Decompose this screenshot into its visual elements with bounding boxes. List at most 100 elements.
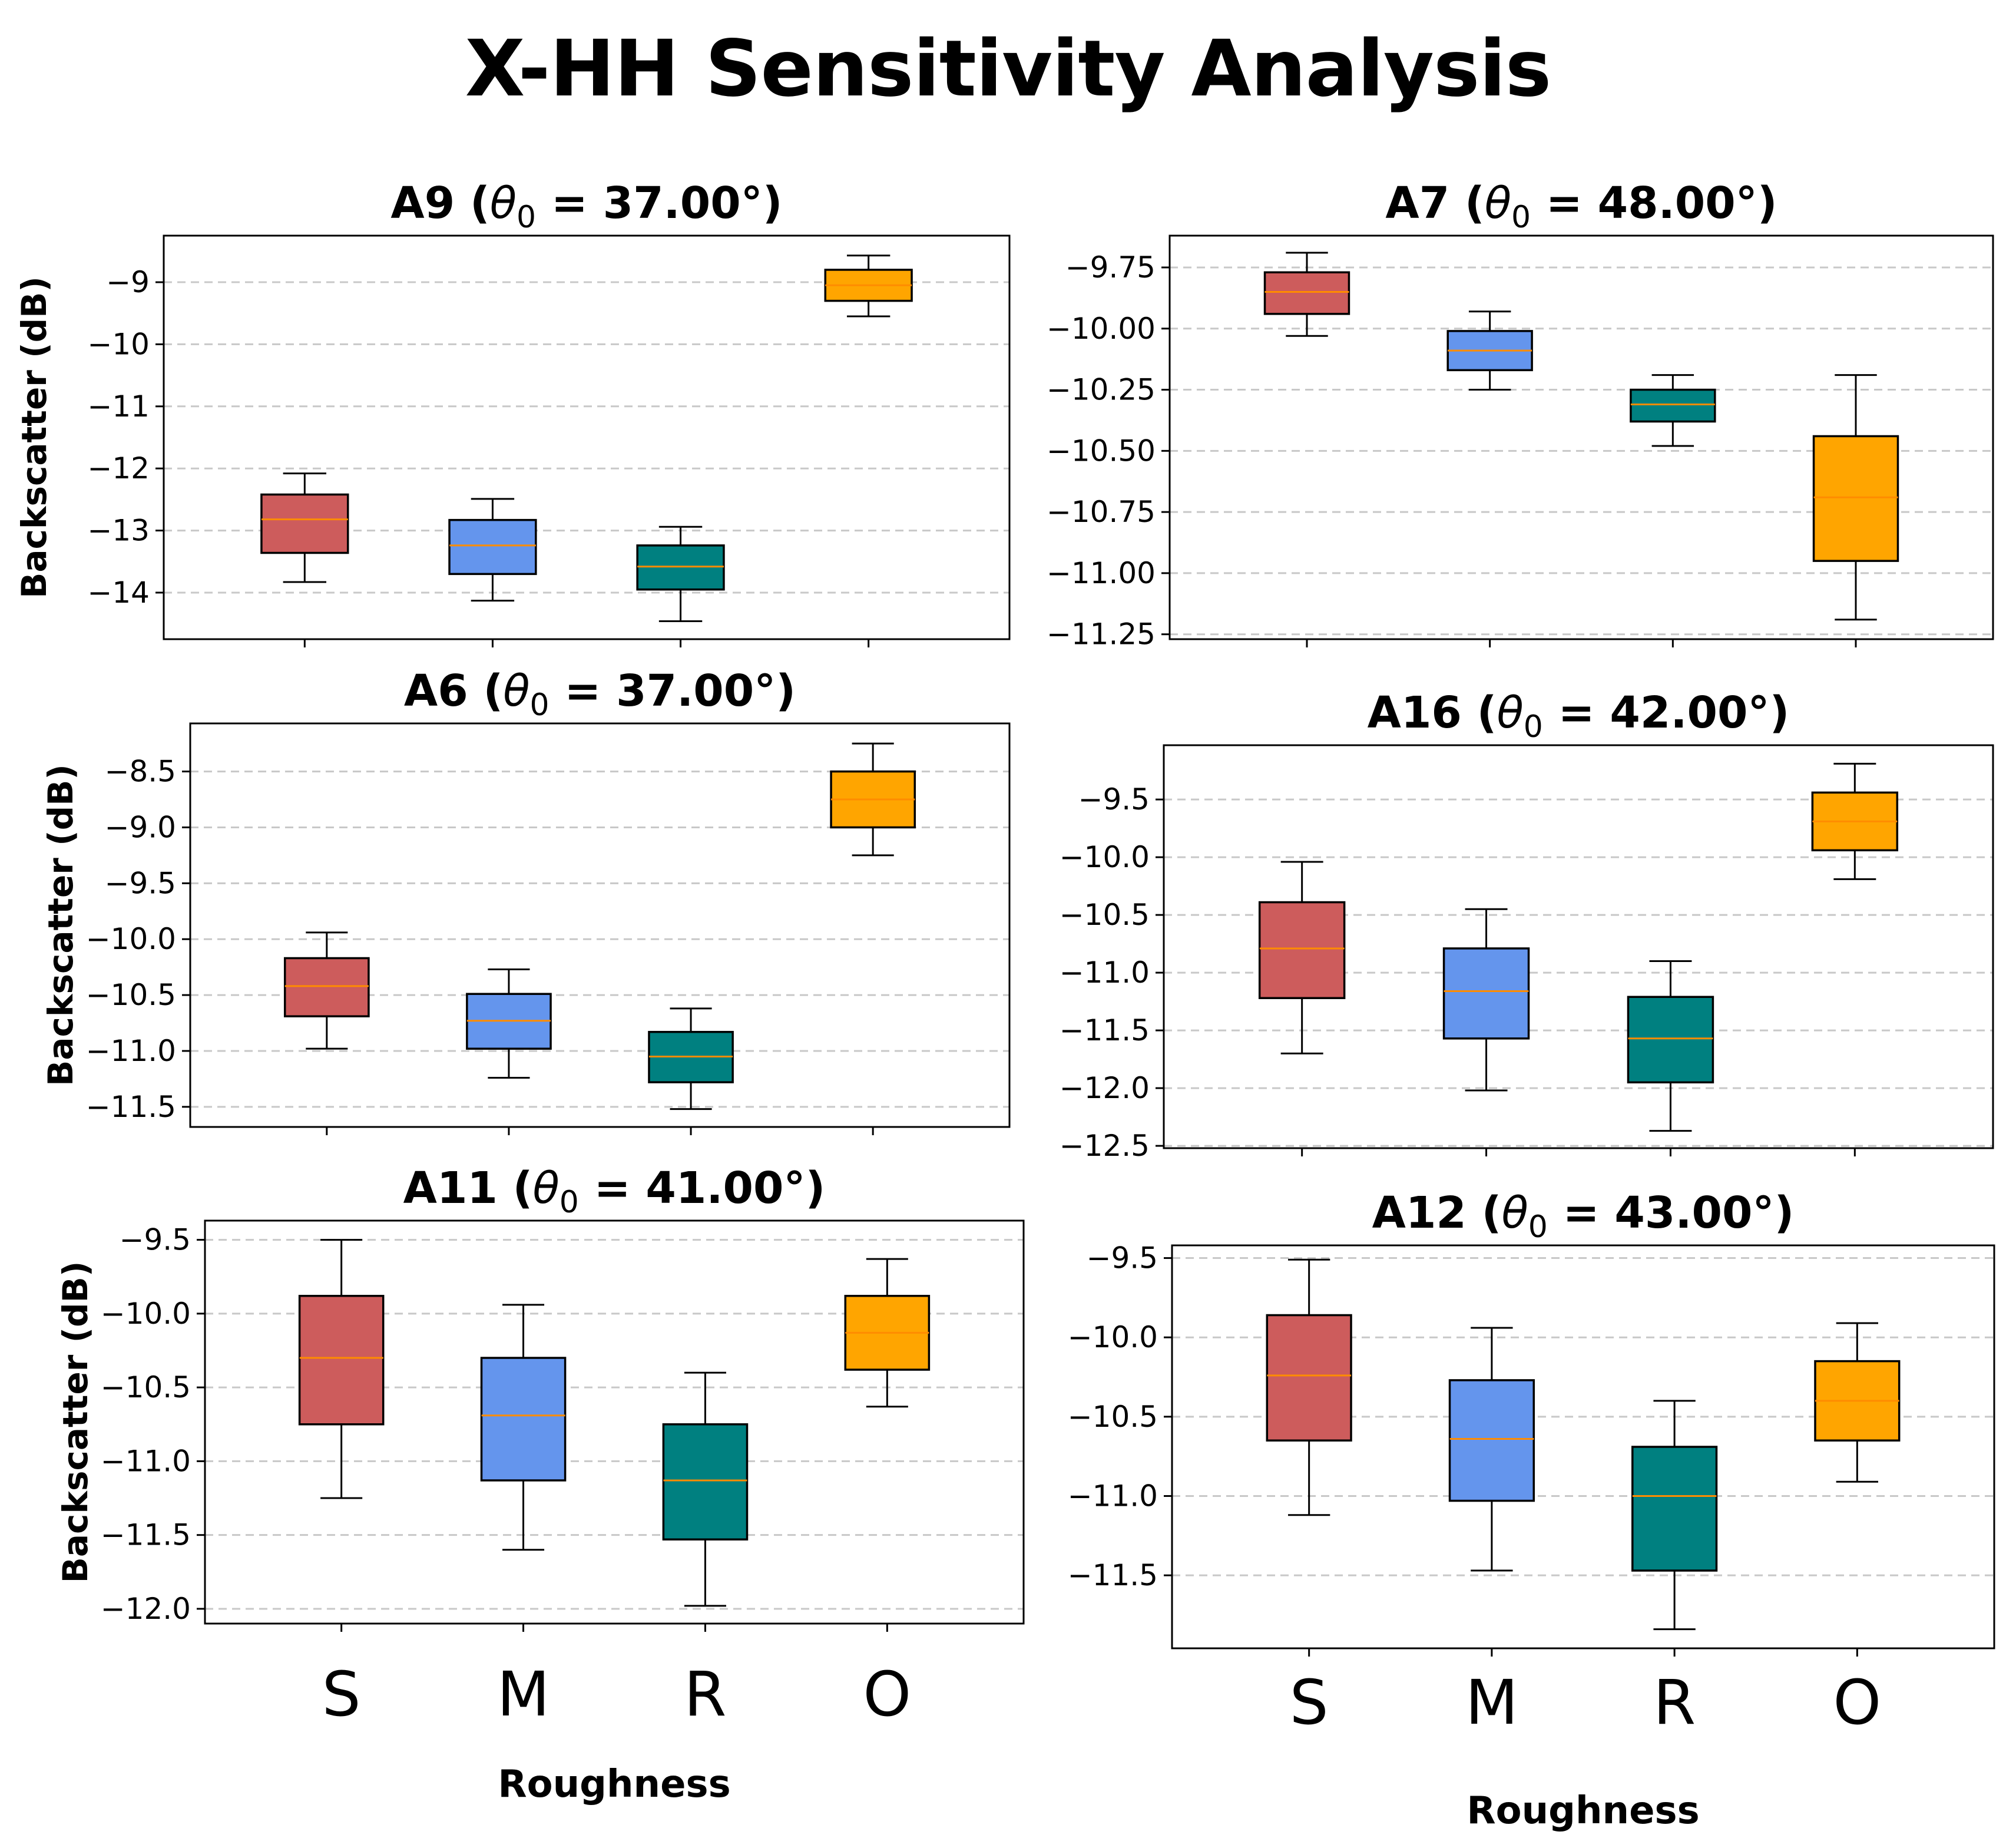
y-tick-label: −11.0	[1060, 956, 1150, 990]
box-a7-r	[1630, 374, 1716, 447]
x-tick-label-o: O	[863, 1658, 911, 1730]
theta-subscript: 0	[1528, 1209, 1548, 1245]
theta-symbol: θ	[490, 178, 517, 229]
theta-subscript: 0	[1511, 200, 1531, 235]
y-tick-label: −12	[87, 451, 150, 485]
theta-value: = 41.00°)	[579, 1163, 825, 1214]
subplot-title: A6 (θ0 = 37.00°)	[404, 666, 796, 723]
theta-subscript: 0	[530, 687, 549, 723]
x-axis-title: Roughness	[498, 1763, 730, 1806]
y-tick-label: −9.75	[1065, 250, 1156, 285]
box-a6-o	[830, 742, 916, 857]
panel-label: A11 (	[403, 1163, 533, 1214]
box-iqr	[1263, 271, 1350, 315]
box-a16-r	[1627, 960, 1714, 1132]
box-a11-o	[844, 1258, 931, 1408]
theta-value: = 37.00°)	[536, 178, 782, 229]
y-tick-label: −9.5	[120, 1223, 191, 1257]
theta-symbol: θ	[1502, 1188, 1528, 1238]
x-tick-label-r: R	[684, 1658, 726, 1730]
box-iqr	[298, 1295, 385, 1426]
box-a6-s	[283, 931, 370, 1050]
y-tick-label: −10	[87, 327, 150, 361]
y-tick-label: −10.5	[1060, 898, 1150, 932]
box-iqr	[1631, 1446, 1718, 1572]
box-iqr	[662, 1423, 749, 1541]
y-axis-title: Backscatter (dB)	[41, 764, 81, 1086]
box-a12-s	[1266, 1258, 1352, 1516]
box-a16-s	[1258, 861, 1346, 1054]
box-iqr	[1266, 1314, 1352, 1442]
plot-frame	[189, 722, 1011, 1128]
subplot-a7: −11.25 −11.00 −10.75 −10.50 −10.25 −10.00 −9.7…	[1047, 178, 1994, 652]
plot-frame	[204, 1219, 1025, 1625]
y-tick-label: −9.0	[105, 810, 176, 844]
y-tick-label: −11.00	[1047, 556, 1156, 590]
panels-group: −14−13−12−11−10−9A9 (θ0 = 37.00°)Backsca…	[14, 178, 1995, 1738]
box-iqr	[1812, 435, 1899, 562]
theta-subscript: 0	[517, 200, 536, 235]
y-tick-label: −12.5	[1060, 1129, 1150, 1163]
y-tick-label: −10.50	[1047, 434, 1156, 468]
box-iqr	[480, 1357, 567, 1482]
theta-symbol: θ	[503, 666, 529, 716]
y-tick-label: −11.5	[101, 1518, 191, 1552]
plot-frame	[1171, 1244, 1995, 1649]
y-tick-label: −10.5	[1068, 1400, 1158, 1434]
panel-label: A9 (	[390, 178, 489, 229]
subplot-a12: −11.5 −11.0 −10.5 −10.0 −9.5 A12 (θ0 = 43.00°…	[1068, 1188, 1995, 1738]
y-tick-label: −11.5	[1060, 1013, 1150, 1047]
box-a9-m	[448, 498, 537, 602]
theta-value: = 42.00°)	[1543, 687, 1789, 738]
y-tick-label: −10.25	[1047, 373, 1156, 407]
subplot-title: A9 (θ0 = 37.00°)	[390, 178, 782, 235]
y-tick-label: −11.0	[101, 1444, 191, 1478]
box-a9-o	[824, 254, 913, 318]
box-iqr	[283, 957, 370, 1017]
y-tick-label: −11.0	[1068, 1479, 1158, 1513]
subplot-a6: −11.5 −11.0 −10.5 −10.0 −9.5 −9.0 −8.5 A6 (θ0 =…	[41, 666, 1011, 1135]
box-a12-o	[1814, 1322, 1901, 1483]
theta-symbol: θ	[1497, 687, 1524, 738]
panel-label: A6 (	[404, 666, 503, 716]
box-a11-r	[662, 1371, 749, 1607]
y-tick-label: −10.0	[101, 1297, 191, 1331]
box-iqr	[1627, 996, 1714, 1084]
subplot-a9: −14 −13 −12 −11 −10 −9 A9 (θ0 = 37.00°) Backsca…	[14, 178, 1011, 647]
y-tick-label: −12.0	[1060, 1071, 1150, 1105]
y-tick-label: −11.0	[86, 1034, 176, 1068]
x-tick-label-s: S	[322, 1658, 361, 1730]
subplot-title: A16 (θ0 = 42.00°)	[1368, 687, 1790, 745]
box-a11-m	[480, 1304, 567, 1551]
box-a9-r	[636, 525, 725, 622]
box-iqr	[1630, 388, 1716, 423]
box-a16-m	[1442, 908, 1530, 1092]
panel-label: A12 (	[1372, 1188, 1502, 1238]
x-tick-label-r: R	[1653, 1667, 1696, 1738]
box-iqr	[1442, 947, 1530, 1040]
y-tick-label: −11.25	[1047, 617, 1156, 652]
y-tick-label: −14	[87, 576, 150, 610]
y-tick-label: −10.0	[1068, 1320, 1158, 1354]
box-a6-m	[466, 968, 552, 1079]
box-a7-m	[1446, 310, 1533, 391]
theta-value: = 37.00°)	[549, 666, 796, 716]
y-tick-label: −10.5	[86, 978, 176, 1012]
x-axis-title: Roughness	[1467, 1789, 1699, 1833]
y-tick-label: −9.5	[105, 866, 176, 900]
theta-symbol: θ	[533, 1163, 560, 1214]
y-tick-label: −10.0	[86, 922, 176, 956]
subplot-title: A11 (θ0 = 41.00°)	[403, 1163, 826, 1220]
y-tick-label: −9.5	[1078, 782, 1150, 816]
box-iqr	[448, 518, 537, 576]
x-tick-label-o: O	[1833, 1667, 1881, 1738]
y-tick-label: −10.0	[1060, 840, 1150, 874]
y-tick-label: −10.5	[101, 1370, 191, 1404]
x-tick-label-m: M	[497, 1658, 550, 1730]
plot-frame	[163, 234, 1011, 640]
box-a7-o	[1812, 374, 1899, 621]
box-a6-r	[648, 1007, 734, 1110]
theta-value: = 48.00°)	[1531, 178, 1777, 229]
subplot-a11: −12.0 −11.5 −11.0 −10.5 −10.0 −9.5 A11 (θ0 = 4…	[55, 1163, 1025, 1730]
figure-title: X-HH Sensitivity Analysis	[465, 24, 1552, 114]
